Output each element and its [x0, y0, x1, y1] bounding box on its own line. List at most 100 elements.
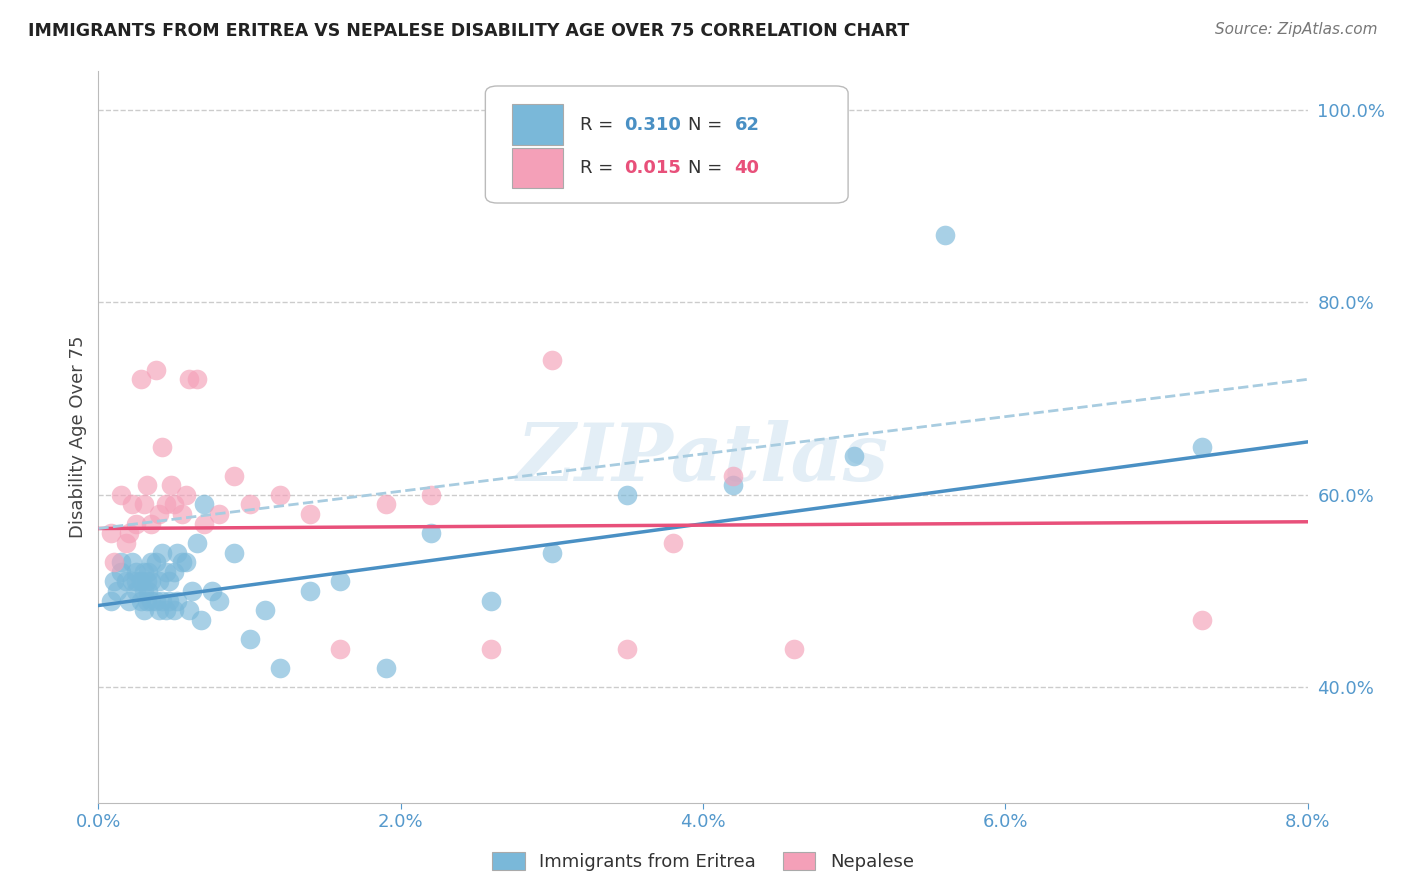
Point — [121, 555, 143, 569]
Point — [661, 536, 683, 550]
Point — [110, 488, 132, 502]
Text: 62: 62 — [734, 116, 759, 134]
Point — [136, 565, 159, 579]
Point — [148, 574, 170, 589]
Point — [129, 593, 152, 607]
Point — [155, 498, 177, 512]
Point — [110, 565, 132, 579]
Point — [129, 574, 152, 589]
Y-axis label: Disability Age Over 75: Disability Age Over 75 — [69, 335, 87, 539]
Point — [540, 353, 562, 368]
Point — [148, 603, 170, 617]
Text: 0.310: 0.310 — [624, 116, 682, 134]
Point — [374, 498, 396, 512]
Point — [148, 507, 170, 521]
Point — [193, 498, 215, 512]
Point — [103, 574, 125, 589]
Point — [269, 661, 291, 675]
Point — [145, 593, 167, 607]
Point — [329, 574, 352, 589]
Point — [145, 555, 167, 569]
Point — [224, 468, 246, 483]
Point — [170, 555, 193, 569]
Text: 0.015: 0.015 — [624, 159, 682, 177]
Point — [934, 227, 956, 242]
Point — [186, 372, 208, 386]
Point — [100, 526, 122, 541]
Point — [239, 498, 262, 512]
Point — [105, 584, 128, 599]
Point — [166, 593, 188, 607]
Point — [186, 536, 208, 550]
Point — [163, 498, 186, 512]
Point — [150, 440, 173, 454]
Point — [481, 593, 503, 607]
Point — [170, 507, 193, 521]
Point — [723, 468, 745, 483]
Point — [239, 632, 262, 647]
Point — [159, 574, 181, 589]
Point — [163, 603, 186, 617]
Point — [224, 545, 246, 559]
Point — [129, 372, 152, 386]
Point — [616, 641, 638, 656]
Point — [125, 565, 148, 579]
Text: ZIPatlas: ZIPatlas — [517, 420, 889, 498]
Point — [136, 584, 159, 599]
Point — [1191, 613, 1213, 627]
Legend: Immigrants from Eritrea, Nepalese: Immigrants from Eritrea, Nepalese — [485, 845, 921, 879]
Point — [844, 450, 866, 464]
Point — [135, 574, 157, 589]
Bar — [512, 148, 562, 188]
Bar — [512, 104, 562, 145]
Text: 40: 40 — [734, 159, 759, 177]
Point — [125, 574, 148, 589]
Point — [132, 603, 155, 617]
Point — [208, 507, 231, 521]
Point — [193, 516, 215, 531]
Point — [201, 584, 224, 599]
Point — [329, 641, 352, 656]
Point — [155, 603, 177, 617]
Point — [141, 593, 163, 607]
Point — [374, 661, 396, 675]
Point — [174, 488, 197, 502]
Point — [540, 545, 562, 559]
Text: R =: R = — [579, 159, 619, 177]
Point — [100, 593, 122, 607]
Point — [1191, 440, 1213, 454]
Text: N =: N = — [689, 116, 728, 134]
Point — [135, 593, 157, 607]
Text: Source: ZipAtlas.com: Source: ZipAtlas.com — [1215, 22, 1378, 37]
Text: IMMIGRANTS FROM ERITREA VS NEPALESE DISABILITY AGE OVER 75 CORRELATION CHART: IMMIGRANTS FROM ERITREA VS NEPALESE DISA… — [28, 22, 910, 40]
Point — [141, 516, 163, 531]
Point — [150, 593, 173, 607]
Point — [121, 574, 143, 589]
Point — [190, 613, 212, 627]
Point — [160, 478, 183, 492]
Point — [174, 555, 197, 569]
Point — [163, 565, 186, 579]
Point — [481, 641, 503, 656]
Point — [141, 574, 163, 589]
Point — [125, 584, 148, 599]
Point — [135, 478, 157, 492]
Point — [179, 603, 201, 617]
Point — [616, 488, 638, 502]
Point — [145, 362, 167, 376]
Point — [118, 526, 141, 541]
Point — [141, 555, 163, 569]
Point — [723, 478, 745, 492]
Point — [253, 603, 276, 617]
Point — [114, 536, 136, 550]
Point — [118, 593, 141, 607]
Point — [783, 641, 806, 656]
Point — [208, 593, 231, 607]
Point — [159, 593, 181, 607]
FancyBboxPatch shape — [485, 86, 848, 203]
Point — [110, 555, 132, 569]
Point — [420, 526, 443, 541]
Point — [121, 498, 143, 512]
Point — [299, 507, 322, 521]
Point — [181, 584, 204, 599]
